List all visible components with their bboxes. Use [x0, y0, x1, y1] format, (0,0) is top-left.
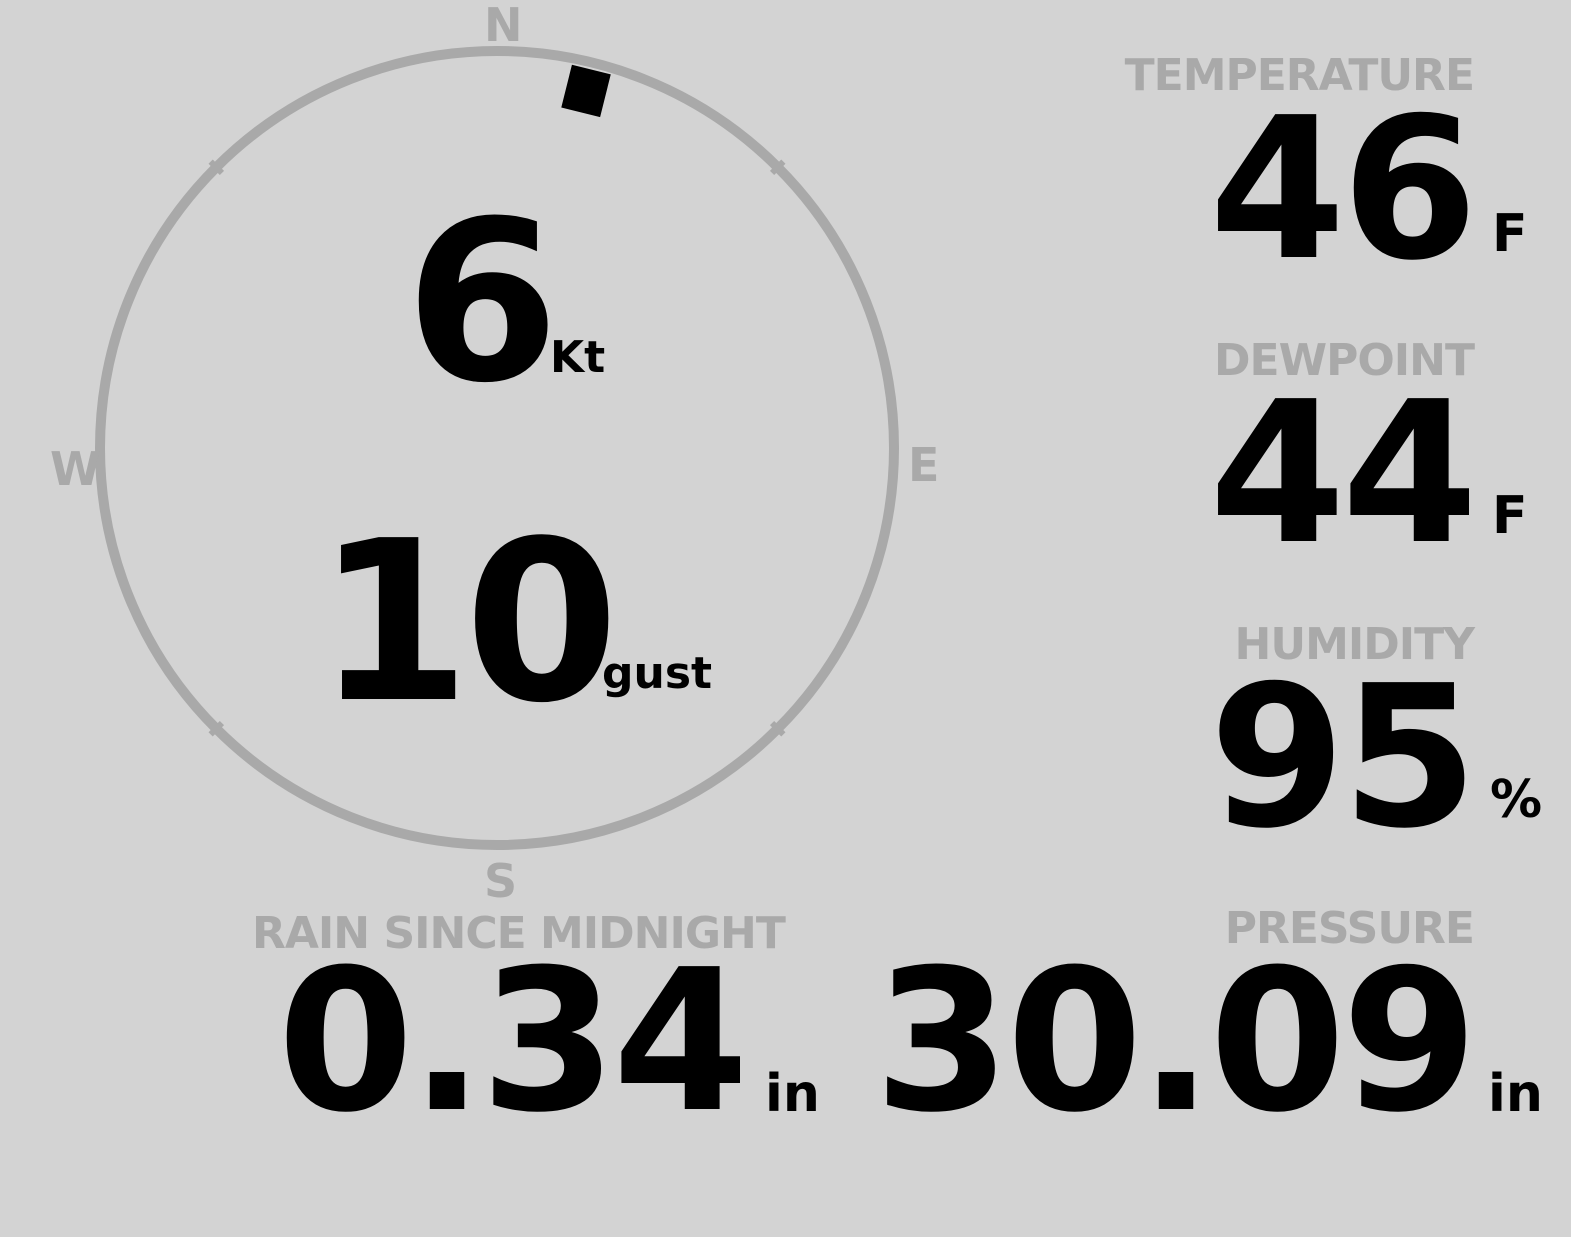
pressure-value: 30.09 [874, 928, 1478, 1156]
humidity-value: 95 [1209, 644, 1478, 872]
rain-unit: in [765, 1064, 820, 1124]
compass-north-label: N [484, 0, 523, 52]
rain-label: RAIN SINCE MIDNIGHT [252, 908, 786, 959]
compass-tick [769, 720, 786, 737]
compass-south-label: S [484, 854, 518, 908]
wind-direction-marker [561, 64, 611, 118]
compass-tick [769, 159, 786, 176]
compass-east-label: E [908, 438, 940, 492]
dewpoint-label: DEWPOINT [1214, 335, 1475, 386]
humidity-label: HUMIDITY [1234, 619, 1475, 670]
wind-compass [95, 46, 899, 850]
pressure-unit: in [1488, 1064, 1543, 1124]
dewpoint-unit: F [1492, 486, 1528, 546]
compass-ticks [208, 159, 786, 737]
pressure-label: PRESSURE [1224, 903, 1475, 954]
wind-gust-unit: gust [602, 648, 713, 699]
temperature-unit: F [1492, 204, 1528, 264]
wind-speed-value: 6 [405, 174, 559, 432]
compass-ring [95, 46, 899, 850]
temperature-label: TEMPERATURE [1124, 50, 1475, 101]
rain-value: 0.34 [277, 928, 749, 1156]
humidity-unit: % [1490, 770, 1543, 830]
compass-tick [208, 720, 225, 737]
dewpoint-value: 44 [1209, 360, 1478, 588]
wind-gust-value: 10 [316, 494, 619, 752]
compass-tick [208, 159, 225, 176]
compass-west-label: W [50, 442, 101, 496]
wind-speed-unit: Kt [550, 332, 606, 383]
temperature-value: 46 [1209, 76, 1478, 304]
